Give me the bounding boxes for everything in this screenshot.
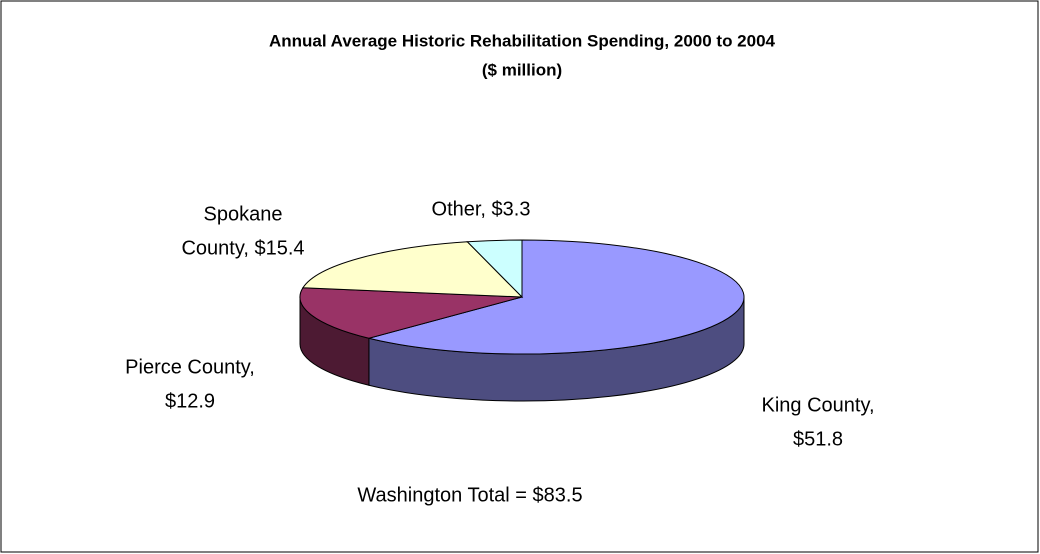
data-label: Other, $3.3 <box>432 198 531 220</box>
data-label: County, $15.4 <box>181 237 304 259</box>
slice <box>302 241 524 298</box>
slice <box>299 287 523 339</box>
chart-title: Annual Average Historic Rehabilitation S… <box>269 31 776 50</box>
data-label: King County, <box>761 394 874 416</box>
data-label: Spokane <box>204 203 283 225</box>
annotation: Washington Total = $83.5 <box>357 484 582 506</box>
slice <box>368 239 745 355</box>
data-label: Pierce County, <box>125 356 255 378</box>
slice <box>466 239 523 299</box>
data-label: $12.9 <box>165 390 215 412</box>
chart-subtitle: ($ million) <box>482 60 562 79</box>
data-label: $51.8 <box>793 428 843 450</box>
